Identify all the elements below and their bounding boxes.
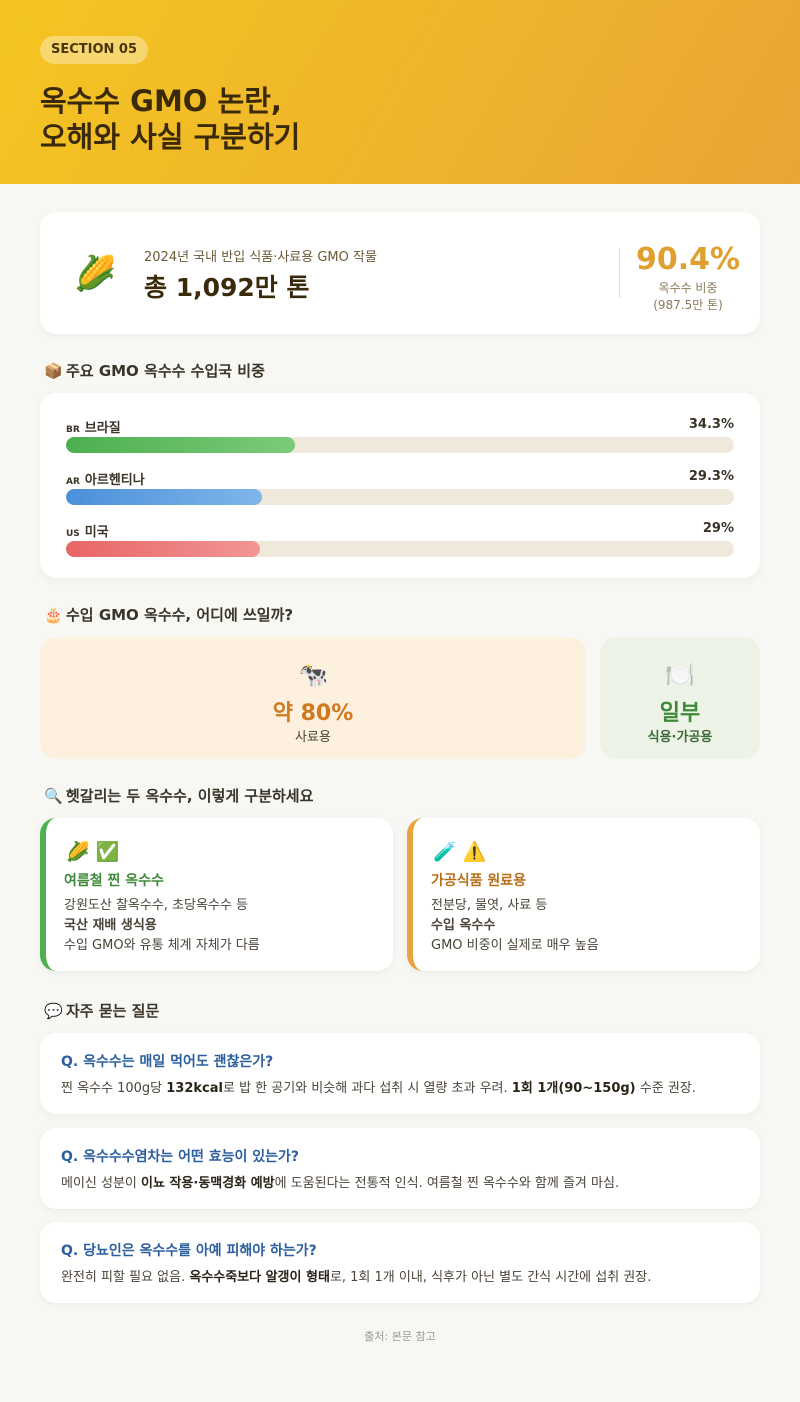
line: GMO 비중이 실제로 매우 높음 [431,938,599,953]
summary-total: 총 1,092만 톤 [144,273,310,302]
answer-part: 에 도움된다는 전통적 인식. 여름철 찐 옥수수와 함께 즐겨 마심. [274,1175,620,1191]
usage-amount: 일부 [659,701,701,726]
section-title: 📦 주요 GMO 옥수수 수입국 비중 [44,360,265,381]
compare-card: 🌽 ✅ 여름철 찐 옥수수 강원도산 찰옥수수, 초당옥수수 등 국산 재배 생… [40,818,393,971]
section-title: 💬 자주 묻는 질문 [44,1000,159,1021]
track [66,489,734,505]
text: 수입 GMO 옥수수, 어디에 쓰일까? [66,606,294,624]
compare-title: 여름철 찐 옥수수 [64,873,164,889]
line: 수입 옥수수 [431,918,496,933]
summary-card: 🌽 2024년 국내 반입 식품·사료용 GMO 작물 총 1,092만 톤 9… [40,212,760,334]
share-sub: (987.5만 톤) [653,298,723,312]
faq-card: Q. 옥수수수염차는 어떤 효능이 있는가? 메이신 성분이 이뇨 작용·동맥경화… [40,1127,760,1209]
track [66,437,734,453]
text: 주요 GMO 옥수수 수입국 비중 [66,362,265,380]
answer-part: 옥수수죽보다 알갱이 형태 [189,1270,330,1285]
text: 자주 묻는 질문 [66,1002,160,1020]
icons: 🌽 ✅ [66,841,120,863]
answer-part: 1회 1개(90~150g) [511,1081,636,1096]
header: SECTION 05 옥수수 GMO 논란, 오해와 사실 구분하기 [0,0,800,184]
answer-part: 로, 1회 1개 이내, 식후가 아닌 별도 간식 시간에 섭취 권장. [329,1270,652,1285]
usage-label: 사료용 [295,730,331,745]
answer-part: 수준 권장. [635,1081,696,1096]
value-label: 29% [702,521,734,536]
title: 오해와 사실 구분하기 [40,120,301,154]
answer-part: 찐 옥수수 100g당 [61,1081,167,1096]
usage-label: 식용·가공용 [647,730,713,745]
value-label: 29.3% [688,469,734,484]
usage-card: 🐄 약 80% 사료용 [40,637,586,759]
line: 국산 재배 생식용 [64,918,157,933]
icon: 💬 [44,1002,63,1020]
country-code: BR [66,425,80,435]
icon: 🍽️ [665,661,695,689]
icon: 📦 [44,362,63,380]
country-code: US [66,529,80,539]
footer: 출처: 본문 참고 [364,1330,436,1343]
text: 헷갈리는 두 옥수수, 이렇게 구분하세요 [66,787,314,805]
answer-part: 메이신 성분이 [61,1175,142,1191]
usage-card: 🍽️ 일부 식용·가공용 [600,637,760,759]
track [66,541,734,557]
icons: 🧪 ⚠️ [433,841,487,863]
answer: 찐 옥수수 100g당 132kcal로 밥 한 공기와 비슷해 과다 섭취 시… [61,1077,696,1096]
faq-card: Q. 당뇨인은 옥수수를 아예 피해야 하는가? 완전히 피할 필요 없음. 옥수… [40,1222,760,1303]
icon: 🔍 [44,787,63,805]
country: 아르헨티나 [84,473,145,488]
row-label: AR 아르헨티나 [66,469,145,488]
line: 수입 GMO와 유통 체계 자체가 다름 [64,938,260,953]
question: Q. 당뇨인은 옥수수를 아예 피해야 하는가? [61,1243,317,1259]
country: 브라질 [84,421,121,436]
summary-label: 2024년 국내 반입 식품·사료용 GMO 작물 [144,250,377,265]
bar [66,541,260,557]
section-title: 🎂 수입 GMO 옥수수, 어디에 쓰일까? [44,604,293,625]
faq-card: Q. 옥수수는 매일 먹어도 괜찮은가? 찐 옥수수 100g당 132kcal로… [40,1033,760,1114]
question: Q. 옥수수는 매일 먹어도 괜찮은가? [61,1054,274,1070]
share: 90.4% [635,242,741,277]
answer: 메이신 성분이 이뇨 작용·동맥경화 예방에 도움된다는 전통적 인식. 여름철… [61,1172,619,1191]
value-label: 34.3% [688,417,734,432]
line: 전분당, 물엿, 사료 등 [431,898,548,913]
usage-amount: 약 80% [272,701,354,726]
answer-part: 132kcal [166,1081,223,1096]
compare-title: 가공식품 원료용 [431,873,527,889]
divider [619,248,620,298]
row-label: US 미국 [66,521,109,540]
answer-part: 로 밥 한 공기와 비슷해 과다 섭취 시 열량 초과 우려. [222,1081,512,1096]
share-label: 옥수수 비중 [658,281,718,295]
compare-card: 🧪 ⚠️ 가공식품 원료용 전분당, 물엿, 사료 등 수입 옥수수 GMO 비… [407,818,760,971]
country: 미국 [84,525,109,540]
row-label: BR 브라질 [66,417,121,436]
icon: 🌽 [74,254,117,294]
icon: 🐄 [298,661,328,689]
import-card: BR 브라질 34.3% AR 아르헨티나 29.3% US 미국 29% [40,393,760,578]
icon: 🎂 [44,606,63,624]
question: Q. 옥수수수염차는 어떤 효능이 있는가? [61,1148,300,1165]
answer-part: 이뇨 작용·동맥경화 예방 [141,1175,275,1191]
answer-part: 완전히 피할 필요 없음. [61,1270,190,1285]
section-badge: SECTION 05 [40,36,148,64]
bar [66,489,262,505]
section-title: 🔍 헷갈리는 두 옥수수, 이렇게 구분하세요 [44,785,313,806]
answer: 완전히 피할 필요 없음. 옥수수죽보다 알갱이 형태로, 1회 1개 이내, … [61,1266,651,1285]
title: 옥수수 GMO 논란, [40,84,282,118]
line: 강원도산 찰옥수수, 초당옥수수 등 [64,898,248,913]
country-code: AR [66,477,80,487]
bar [66,437,296,453]
